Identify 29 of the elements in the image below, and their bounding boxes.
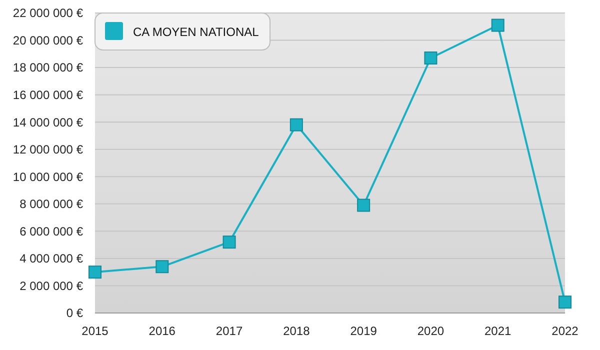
y-tick-label: 10 000 000 €	[12, 170, 84, 184]
point	[357, 198, 370, 212]
x-tick-label: 2018	[283, 324, 310, 338]
point	[88, 266, 102, 279]
y-tick-label: 16 000 000 €	[12, 88, 84, 102]
x-tick-label: 2020	[417, 324, 444, 338]
x-tick-label: 2022	[552, 324, 579, 338]
y-tick-label: 18 000 000 €	[12, 60, 84, 75]
y-tick-label: 20 000 000 €	[12, 33, 84, 48]
x-tick-label: 2019	[350, 324, 378, 338]
x-tick-label: 2016	[148, 324, 176, 338]
x-tick-label: 2021	[484, 324, 512, 338]
point	[290, 118, 303, 132]
legend-label: CA MOYEN NATIONAL	[133, 25, 260, 39]
y-tick-label: 8 000 000 €	[20, 197, 84, 212]
point	[491, 18, 504, 32]
y-tick-label: 14 000 000 €	[12, 115, 84, 130]
x-tick-label: 2015	[82, 324, 109, 338]
point	[222, 236, 236, 249]
y-tick-label: 22 000 000 €	[12, 6, 84, 20]
point	[558, 296, 572, 309]
y-tick-label: 6 000 000 €	[20, 224, 84, 238]
y-tick-label: 2 000 000 €	[20, 278, 84, 293]
y-tick-label: 0 €	[66, 306, 84, 320]
x-tick-label: 2017	[216, 324, 243, 338]
point	[424, 52, 438, 64]
point	[156, 260, 169, 274]
y-tick-label: 4 000 000 €	[20, 252, 84, 266]
y-tick-label: 12 000 000 €	[12, 142, 84, 157]
